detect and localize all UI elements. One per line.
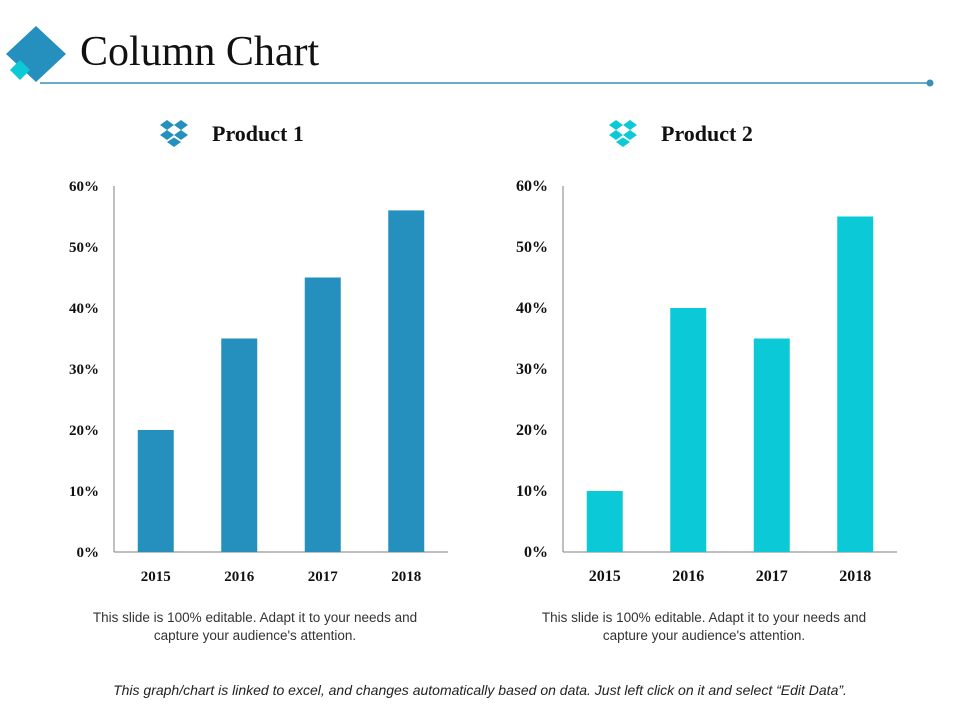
x-tick-label: 2017	[308, 569, 339, 585]
bar-2016	[221, 339, 257, 553]
chart-header-product-1: Product 1	[158, 116, 304, 152]
bar-2017	[754, 339, 790, 553]
chart-caption: This slide is 100% editable. Adapt it to…	[534, 609, 874, 645]
x-tick-label: 2017	[756, 568, 788, 585]
chart-caption: This slide is 100% editable. Adapt it to…	[85, 609, 425, 645]
bar-2018	[388, 210, 424, 552]
column-chart-product-1: 0% 10% 20% 30% 40% 50% 60% 2015 2016 2017 2018	[40, 170, 460, 600]
dropbox-icon	[607, 118, 639, 150]
x-tick-label: 2018	[391, 569, 421, 585]
x-tick-label: 2016	[672, 568, 704, 585]
page-title: Column Chart	[80, 28, 319, 76]
x-tick-label: 2016	[224, 569, 255, 585]
y-tick-label: 20%	[516, 422, 548, 439]
y-tick-label: 50%	[69, 240, 99, 256]
y-tick-label: 50%	[516, 239, 548, 256]
bar-2015	[587, 491, 623, 552]
title-divider	[40, 76, 940, 90]
bar-2017	[305, 278, 341, 553]
dropbox-icon	[158, 118, 190, 150]
y-tick-label: 30%	[69, 362, 99, 378]
y-tick-label: 60%	[516, 178, 548, 195]
chart-header-product-2: Product 2	[607, 116, 753, 152]
bar-2016	[670, 308, 706, 552]
y-tick-label: 10%	[516, 483, 548, 500]
bar-2015	[138, 430, 174, 552]
y-tick-label: 0%	[77, 545, 100, 561]
y-tick-label: 0%	[524, 544, 548, 561]
bar-2018	[837, 217, 873, 553]
x-tick-label: 2015	[589, 568, 621, 585]
x-tick-label: 2018	[839, 568, 871, 585]
y-tick-label: 60%	[69, 179, 99, 195]
chart-title: Product 1	[212, 121, 304, 147]
y-tick-label: 10%	[69, 484, 99, 500]
y-tick-label: 40%	[516, 300, 548, 317]
y-tick-label: 40%	[69, 301, 99, 317]
column-chart-product-2: 0% 10% 20% 30% 40% 50% 60% 2015 2016 2017 2018	[489, 170, 909, 600]
y-tick-label: 20%	[69, 423, 99, 439]
x-tick-label: 2015	[141, 569, 171, 585]
chart-title: Product 2	[661, 121, 753, 147]
y-tick-label: 30%	[516, 361, 548, 378]
footer-note: This graph/chart is linked to excel, and…	[0, 682, 960, 698]
